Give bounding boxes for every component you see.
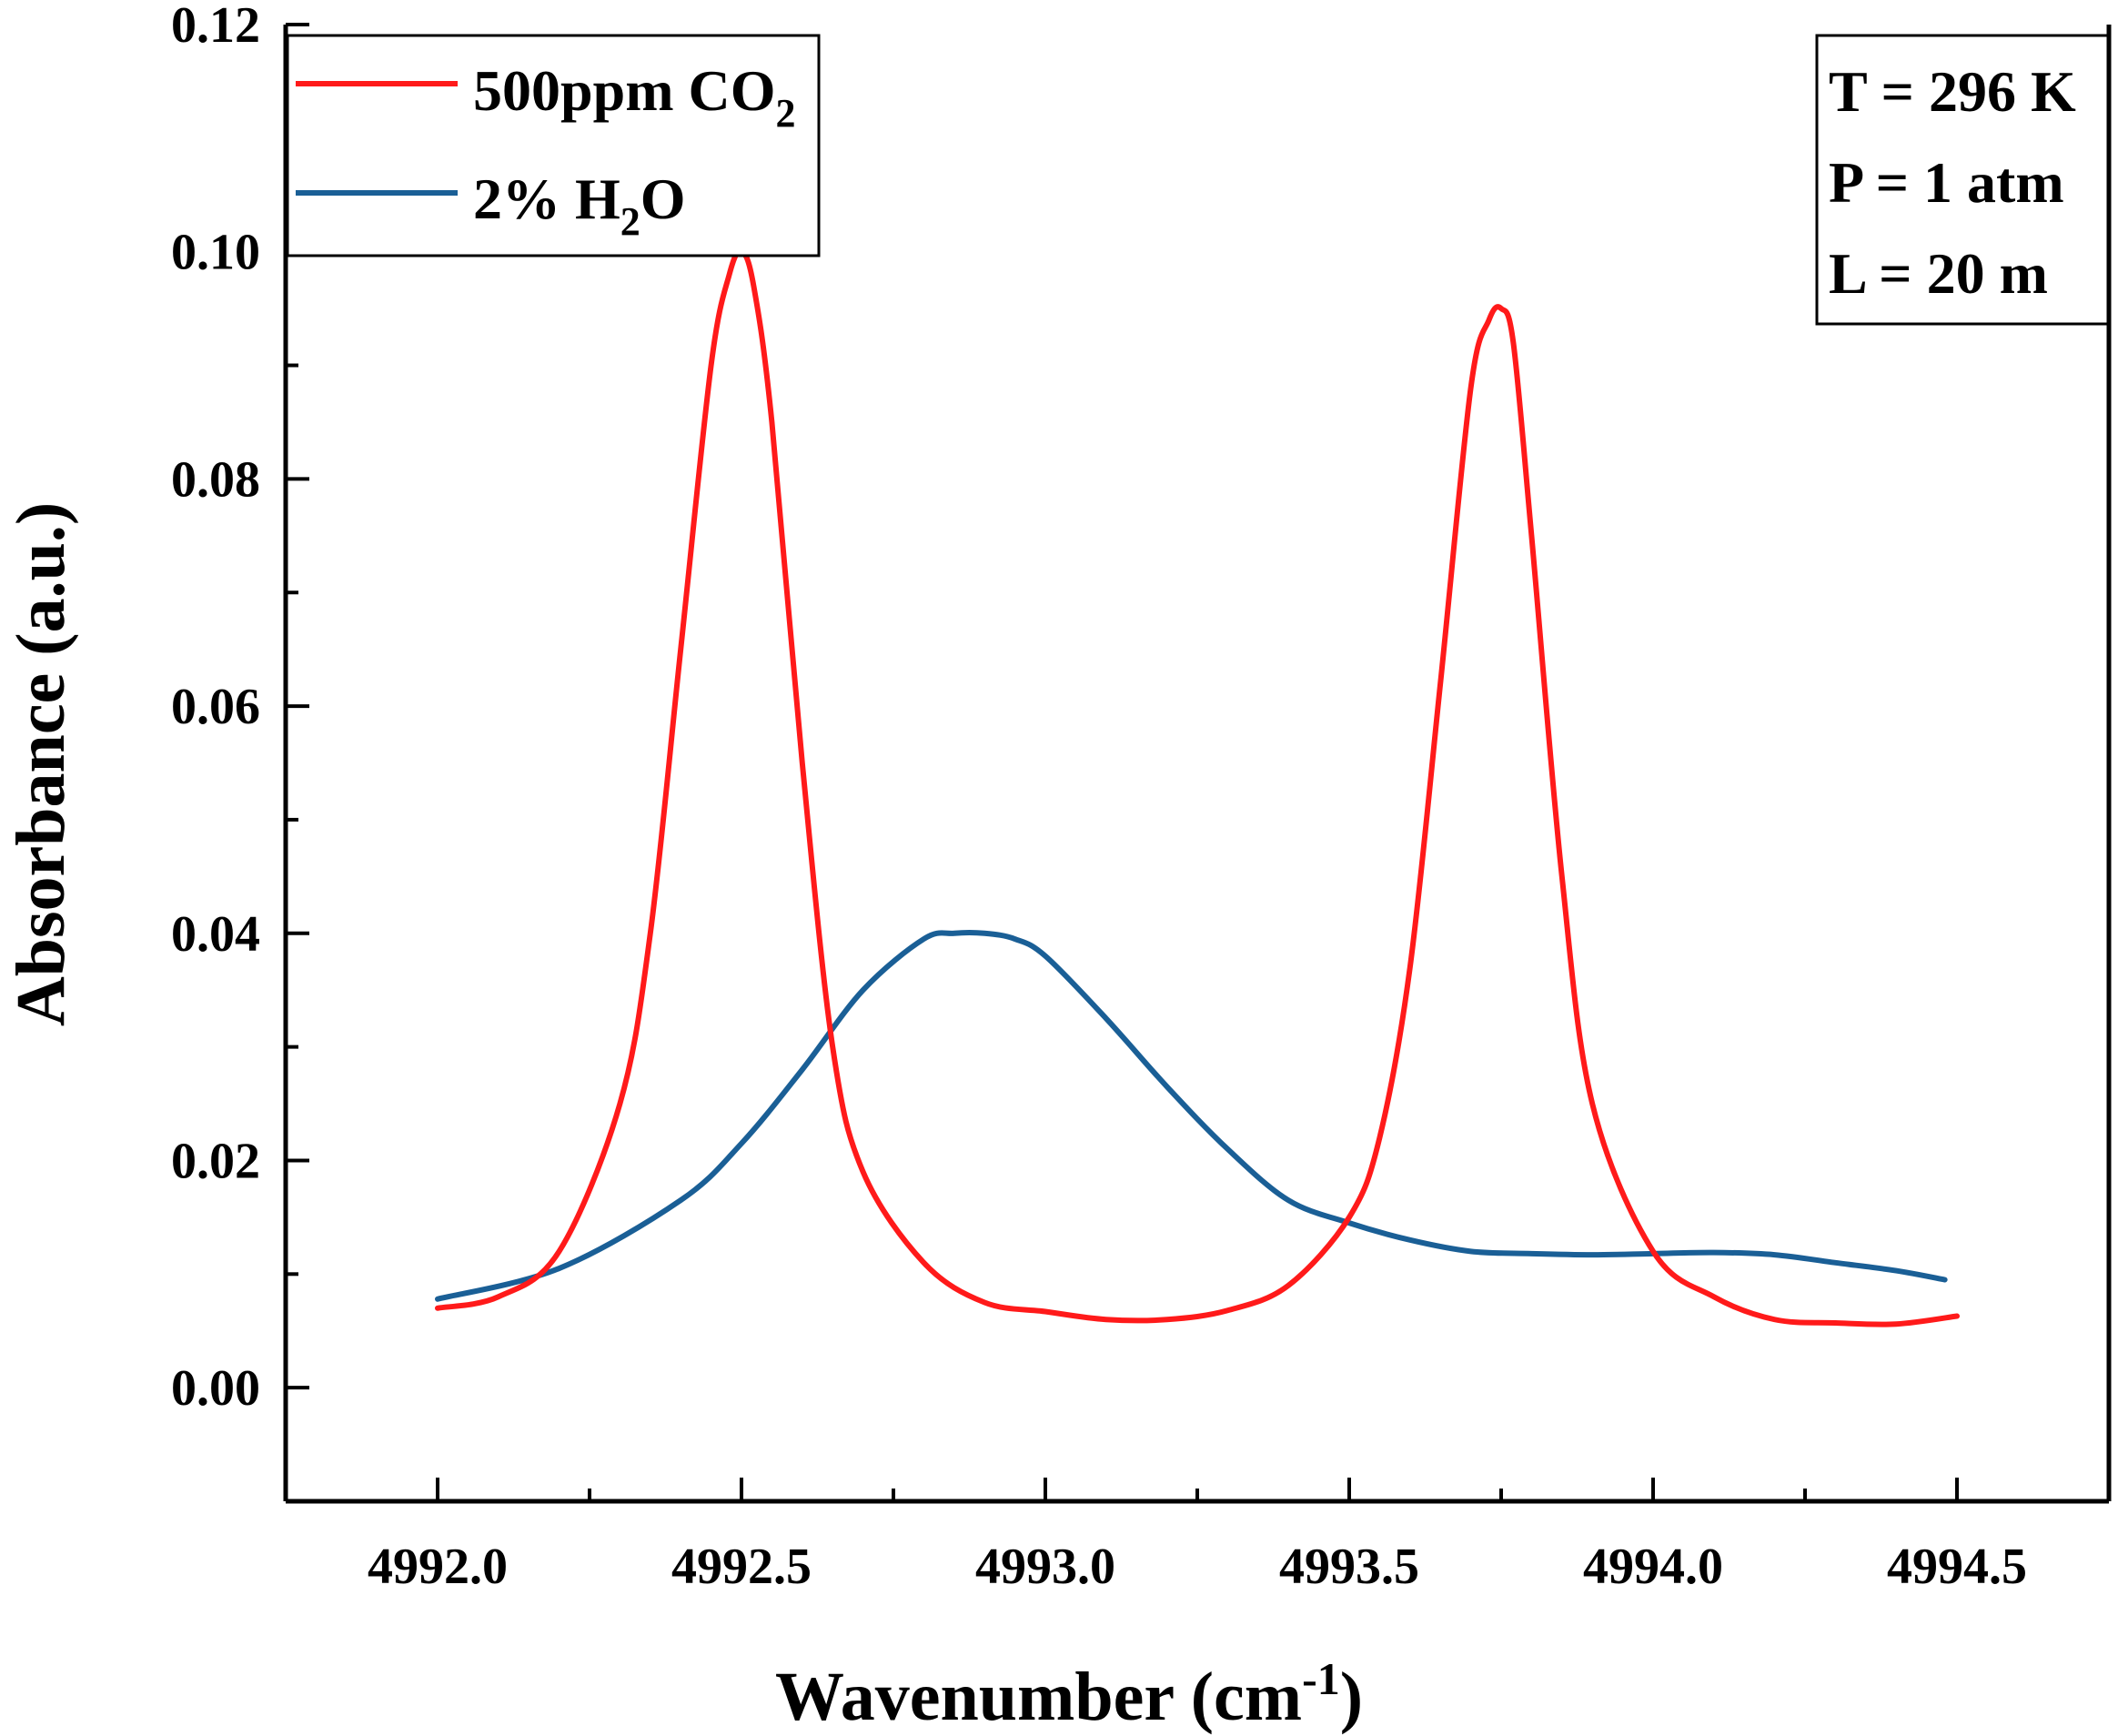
condition-pressure: P = 1 atm <box>1829 150 2064 215</box>
legend-label-co2: 500ppm CO2 <box>473 58 796 136</box>
x-axis-title: Wavenumber (cm-1) <box>775 1653 1363 1735</box>
series-line-h2o <box>435 929 1948 1302</box>
legend-label-h2o: 2% H2O <box>473 167 686 244</box>
y-tick-label: 0.02 <box>171 1133 260 1189</box>
y-axis-title: Absorbance (a.u.) <box>3 502 79 1026</box>
x-tick-label: 4993.0 <box>975 1539 1115 1595</box>
y-tick-label: 0.04 <box>171 906 260 963</box>
x-tick-label: 4993.5 <box>1279 1539 1419 1595</box>
conditions-box: T = 296 K P = 1 atm L = 20 m <box>1815 34 2110 326</box>
y-tick-label: 0.00 <box>171 1360 260 1417</box>
y-tick-label: 0.08 <box>171 451 260 508</box>
legend-box <box>286 34 821 257</box>
y-tick-label: 0.12 <box>171 0 260 54</box>
series-layer <box>435 248 1960 1327</box>
y-tick-label: 0.06 <box>171 679 260 735</box>
conditions-frame <box>1815 34 2110 326</box>
x-tick-label: 4994.0 <box>1583 1539 1723 1595</box>
y-ticks: 0.00 0.02 0.04 0.06 0.08 0.10 0.12 <box>171 0 309 1503</box>
series-line-co2 <box>435 248 1960 1327</box>
x-tick-label: 4992.0 <box>368 1539 508 1595</box>
x-tick-label: 4994.5 <box>1887 1539 2027 1595</box>
condition-pathlength: L = 20 m <box>1829 241 2048 306</box>
legend: 500ppm CO2 2% H2O <box>286 34 821 257</box>
y-tick-label: 0.10 <box>171 225 260 281</box>
condition-temperature: T = 296 K <box>1829 59 2076 124</box>
x-ticks: 4992.0 4992.5 4993.0 4993.5 4994.0 4994.5 <box>368 1478 2027 1595</box>
x-tick-label: 4992.5 <box>671 1539 812 1595</box>
